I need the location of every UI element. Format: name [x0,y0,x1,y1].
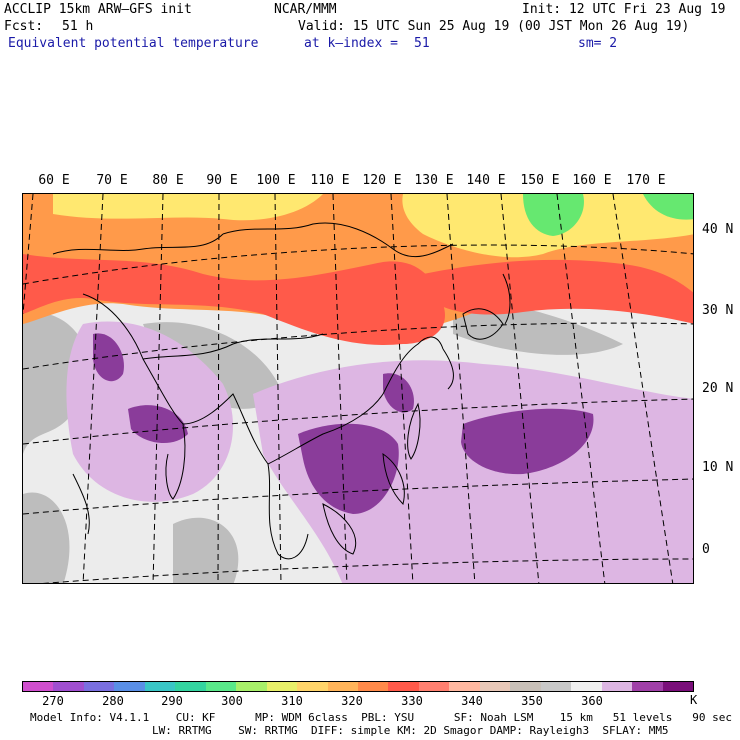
latitude-label: 40 N [702,222,734,237]
longitude-label: 150 E [520,173,560,188]
colorbar-segment [327,682,358,691]
longitude-label: 80 E [152,173,184,188]
latitude-label: 30 N [702,303,734,318]
colorbar-segment [266,682,298,691]
colorbar-tick-label: 360 [581,694,603,708]
longitude-label: 110 E [310,173,350,188]
graticule [23,194,693,583]
colorbar-segment [479,682,511,691]
smoothing-label: sm= 2 [578,36,618,51]
latitude-label: 0 [702,542,710,557]
forecast-hours: 51 h [62,19,94,34]
longitude-label: 140 E [466,173,506,188]
colorbar-segment [510,682,541,691]
colorbar-tick-label: 350 [521,694,543,708]
colorbar-segment [662,682,693,691]
colorbar-segment [632,682,663,691]
colorbar-segment [388,682,419,691]
coastlines [52,222,511,560]
colorbar-tick-label: 280 [102,694,124,708]
valid-time: Valid: 15 UTC Sun 25 Aug 19 (00 JST Mon … [298,19,690,34]
colorbar-tick-label: 290 [161,694,183,708]
init-time: Init: 12 UTC Fri 23 Aug 19 [522,2,726,17]
latitude-label: 20 N [702,381,734,396]
field-name: Equivalent potential temperature [8,36,259,51]
colorbar-tick-label: 310 [281,694,303,708]
center-label: NCAR/MMM [274,2,337,17]
colorbar-tick-label: 300 [221,694,243,708]
colorbar-segment [205,682,237,691]
colorbar-segment [540,682,572,691]
longitude-label: 90 E [206,173,238,188]
longitude-label: 120 E [362,173,402,188]
level-label: at k–index = [304,36,398,51]
purple-cores [93,333,594,514]
colorbar-segment [175,682,206,691]
colorbar-segment [571,682,602,691]
colorbar-tick-label: 320 [341,694,363,708]
colorbar-segment [418,682,450,691]
model-title: ACCLIP 15km ARW–GFS init [4,2,192,17]
colorbar-tick-label: 330 [401,694,423,708]
longitude-label: 70 E [96,173,128,188]
level-value: 51 [414,36,430,51]
latitude-label: 10 N [702,460,734,475]
colorbar-segment [297,682,328,691]
longitude-label: 130 E [414,173,454,188]
model-info-line1: Model Info: V4.1.1 CU: KF MP: WDM 6class… [30,711,732,724]
map-panel [22,193,694,584]
colorbar-segment [601,682,633,691]
colorbar-segment [83,682,115,691]
colorbar-segment [236,682,267,691]
northern-band [23,194,693,345]
colorbar-segment [53,682,84,691]
forecast-label: Fcst: [4,19,44,34]
colorbar-tick-label: 270 [42,694,64,708]
colorbar-segment [357,682,389,691]
colorbar-tick-label: 340 [461,694,483,708]
colorbar [22,681,694,692]
model-info-line2: LW: RRTMG SW: RRTMG DIFF: simple KM: 2D … [152,724,669,737]
colorbar-segment [23,682,54,691]
longitude-label: 170 E [626,173,666,188]
colorbar-segment [449,682,480,691]
colorbar-segment [114,682,145,691]
longitude-label: 160 E [572,173,612,188]
colorbar-unit: K [690,693,698,707]
longitude-label: 100 E [256,173,296,188]
map-canvas [23,194,693,583]
colorbar-segment [144,682,176,691]
longitude-label: 60 E [38,173,70,188]
